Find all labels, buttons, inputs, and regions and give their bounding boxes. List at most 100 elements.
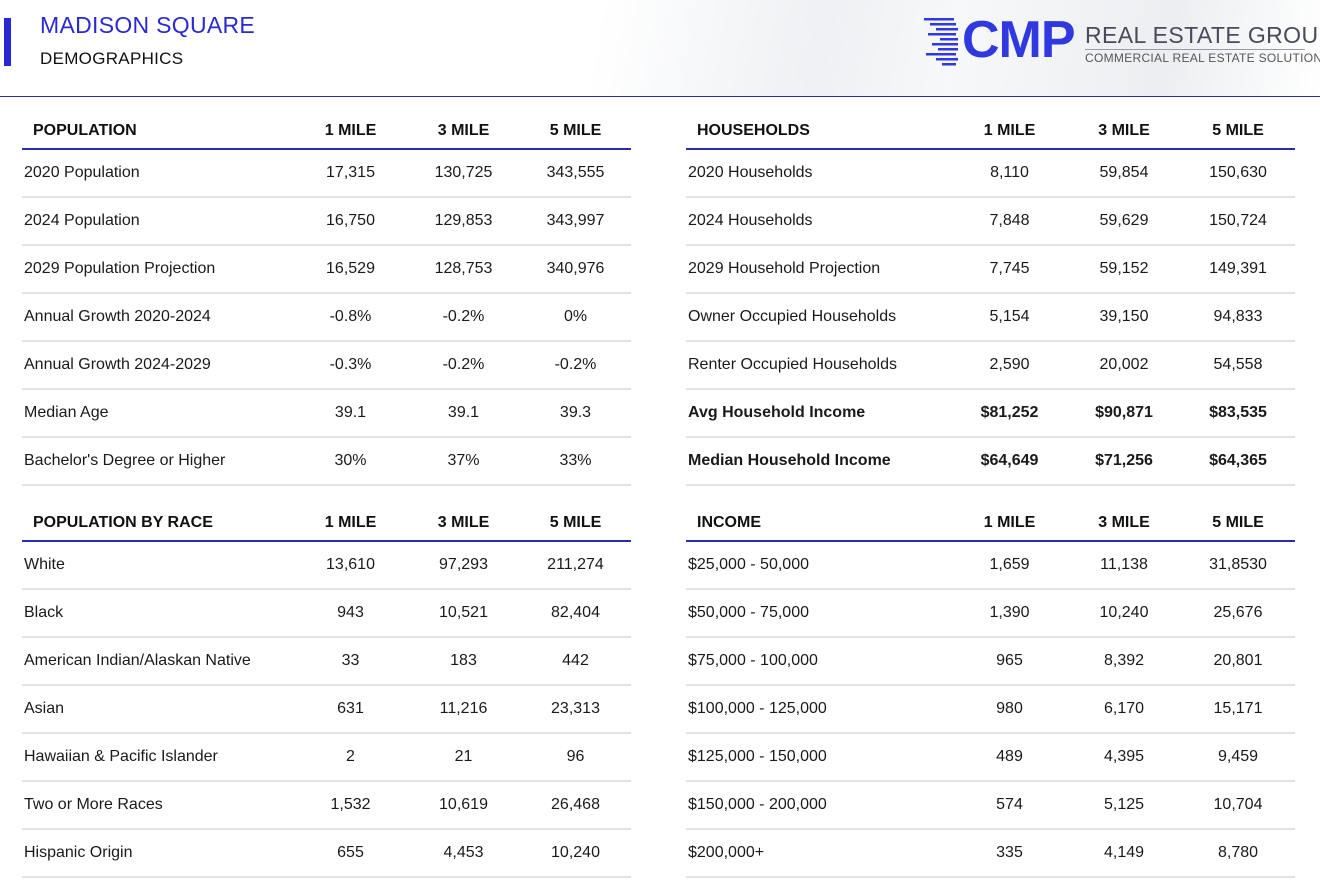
row-label: Annual Growth 2024-2029 xyxy=(22,341,294,390)
table-row: White 13,610 97,293 211,274 xyxy=(22,541,631,590)
table-row: Annual Growth 2024-2029 -0.3% -0.2% -0.2% xyxy=(22,341,631,390)
row-label: $125,000 - 150,000 xyxy=(686,733,952,782)
logo-lines-icon xyxy=(924,18,958,66)
column-header: 1 MILE xyxy=(294,114,407,150)
cell-value: 2 xyxy=(294,733,407,782)
table-row: $75,000 - 100,000 965 8,392 20,801 xyxy=(686,637,1295,686)
cell-value: 335 xyxy=(952,829,1067,878)
column-header: 5 MILE xyxy=(1181,114,1295,150)
cell-value: $83,535 xyxy=(1181,389,1295,438)
column-header: POPULATION BY RACE xyxy=(22,506,294,542)
cell-value: 8,780 xyxy=(1181,829,1295,878)
cell-value: 0% xyxy=(520,293,631,342)
cell-value: 59,152 xyxy=(1067,245,1181,294)
cell-value: 128,753 xyxy=(407,245,520,294)
row-label: 2029 Household Projection xyxy=(686,245,952,294)
households-table: HOUSEHOLDS 1 MILE 3 MILE 5 MILE 2020 Hou… xyxy=(686,114,1295,486)
page-header: MADISON SQUARE DEMOGRAPHICS CMP REAL EST… xyxy=(0,0,1320,97)
table-row: Hispanic Origin 655 4,453 10,240 xyxy=(22,829,631,878)
cell-value: $90,871 xyxy=(1067,389,1181,438)
cell-value: -0.8% xyxy=(294,293,407,342)
cell-value: 9,459 xyxy=(1181,733,1295,782)
row-label: Two or More Races xyxy=(22,781,294,830)
cell-value: 94,833 xyxy=(1181,293,1295,342)
cell-value: 39.1 xyxy=(294,389,407,438)
row-label: American Indian/Alaskan Native xyxy=(22,637,294,686)
cell-value: 39,150 xyxy=(1067,293,1181,342)
page-title: MADISON SQUARE xyxy=(40,12,256,38)
table-row: Median Household Income $64,649 $71,256 $64… xyxy=(686,437,1295,486)
income-table: INCOME 1 MILE 3 MILE 5 MILE $25,000 - 50… xyxy=(686,506,1295,878)
page-subtitle: DEMOGRAPHICS xyxy=(40,49,184,68)
cell-value: 20,002 xyxy=(1067,341,1181,390)
cell-value: 31,8530 xyxy=(1181,541,1295,590)
row-label: $150,000 - 200,000 xyxy=(686,781,952,830)
table-row: 2020 Population 17,315 130,725 343,555 xyxy=(22,149,631,198)
row-label: $50,000 - 75,000 xyxy=(686,589,952,638)
row-label: Renter Occupied Households xyxy=(686,341,952,390)
table-row: Black 943 10,521 82,404 xyxy=(22,589,631,638)
column-header: 3 MILE xyxy=(1067,506,1181,542)
cell-value: 183 xyxy=(407,637,520,686)
cell-value: 16,529 xyxy=(294,245,407,294)
column-header: 3 MILE xyxy=(407,506,520,542)
row-label: 2029 Population Projection xyxy=(22,245,294,294)
cell-value: 97,293 xyxy=(407,541,520,590)
cell-value: 10,240 xyxy=(520,829,631,878)
column-header: 5 MILE xyxy=(520,506,631,542)
cell-value: 54,558 xyxy=(1181,341,1295,390)
cell-value: $64,649 xyxy=(952,437,1067,486)
table-row: $125,000 - 150,000 489 4,395 9,459 xyxy=(686,733,1295,782)
cell-value: 13,610 xyxy=(294,541,407,590)
column-header: INCOME xyxy=(686,506,952,542)
cell-value: 82,404 xyxy=(520,589,631,638)
cell-value: 26,468 xyxy=(520,781,631,830)
row-label: Median Age xyxy=(22,389,294,438)
cell-value: 30% xyxy=(294,437,407,486)
table-row: 2029 Population Projection 16,529 128,753 3… xyxy=(22,245,631,294)
cell-value: 59,629 xyxy=(1067,197,1181,246)
table-row: Hawaiian & Pacific Islander 2 21 96 xyxy=(22,733,631,782)
cell-value: 11,138 xyxy=(1067,541,1181,590)
table-row: Asian 631 11,216 23,313 xyxy=(22,685,631,734)
table-row: $50,000 - 75,000 1,390 10,240 25,676 xyxy=(686,589,1295,638)
cell-value: 489 xyxy=(952,733,1067,782)
cell-value: 20,801 xyxy=(1181,637,1295,686)
cell-value: 4,149 xyxy=(1067,829,1181,878)
cell-value: 129,853 xyxy=(407,197,520,246)
table-row: $100,000 - 125,000 980 6,170 15,171 xyxy=(686,685,1295,734)
cell-value: 33% xyxy=(520,437,631,486)
row-label: Avg Household Income xyxy=(686,389,952,438)
column-header: 5 MILE xyxy=(1181,506,1295,542)
company-logo: CMP REAL ESTATE GROUP COMMERCIAL REAL ES… xyxy=(922,11,1320,72)
table-row: Renter Occupied Households 2,590 20,002 54,… xyxy=(686,341,1295,390)
row-label: Hawaiian & Pacific Islander xyxy=(22,733,294,782)
cell-value: 37% xyxy=(407,437,520,486)
row-label: 2020 Households xyxy=(686,149,952,198)
row-label: Asian xyxy=(22,685,294,734)
cell-value: 8,392 xyxy=(1067,637,1181,686)
cell-value: 10,704 xyxy=(1181,781,1295,830)
cell-value: 96 xyxy=(520,733,631,782)
cell-value: 943 xyxy=(294,589,407,638)
cell-value: 1,659 xyxy=(952,541,1067,590)
cell-value: 11,216 xyxy=(407,685,520,734)
row-label: $100,000 - 125,000 xyxy=(686,685,952,734)
row-label: Black xyxy=(22,589,294,638)
table-header-row: HOUSEHOLDS 1 MILE 3 MILE 5 MILE xyxy=(686,114,1295,150)
cell-value: 39.3 xyxy=(520,389,631,438)
logo-company-name: REAL ESTATE GROUP xyxy=(1085,22,1320,48)
cell-value: 1,532 xyxy=(294,781,407,830)
table-row: Annual Growth 2020-2024 -0.8% -0.2% 0% xyxy=(22,293,631,342)
table-header-row: POPULATION BY RACE 1 MILE 3 MILE 5 MILE xyxy=(22,506,631,542)
cell-value: 15,171 xyxy=(1181,685,1295,734)
cell-value: 130,725 xyxy=(407,149,520,198)
table-row: Two or More Races 1,532 10,619 26,468 xyxy=(22,781,631,830)
row-label: Hispanic Origin xyxy=(22,829,294,878)
table-row: Median Age 39.1 39.1 39.3 xyxy=(22,389,631,438)
cell-value: 655 xyxy=(294,829,407,878)
column-header: 1 MILE xyxy=(952,114,1067,150)
row-label: $25,000 - 50,000 xyxy=(686,541,952,590)
table-row: 2024 Households 7,848 59,629 150,724 xyxy=(686,197,1295,246)
column-header: 3 MILE xyxy=(1067,114,1181,150)
